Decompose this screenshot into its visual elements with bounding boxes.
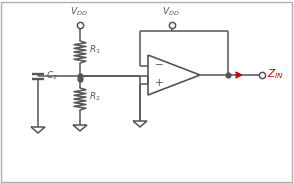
Text: $Z_{IN}$: $Z_{IN}$	[267, 67, 284, 81]
Text: $V_{DD}$: $V_{DD}$	[70, 5, 88, 18]
Text: −: −	[155, 60, 164, 70]
Text: $R_1$: $R_1$	[89, 44, 101, 56]
Text: $R_2$: $R_2$	[89, 91, 101, 103]
Text: $V_{DD}$: $V_{DD}$	[162, 5, 180, 18]
Text: $C_2$: $C_2$	[46, 70, 58, 82]
FancyBboxPatch shape	[1, 2, 292, 182]
Text: +: +	[155, 78, 164, 88]
